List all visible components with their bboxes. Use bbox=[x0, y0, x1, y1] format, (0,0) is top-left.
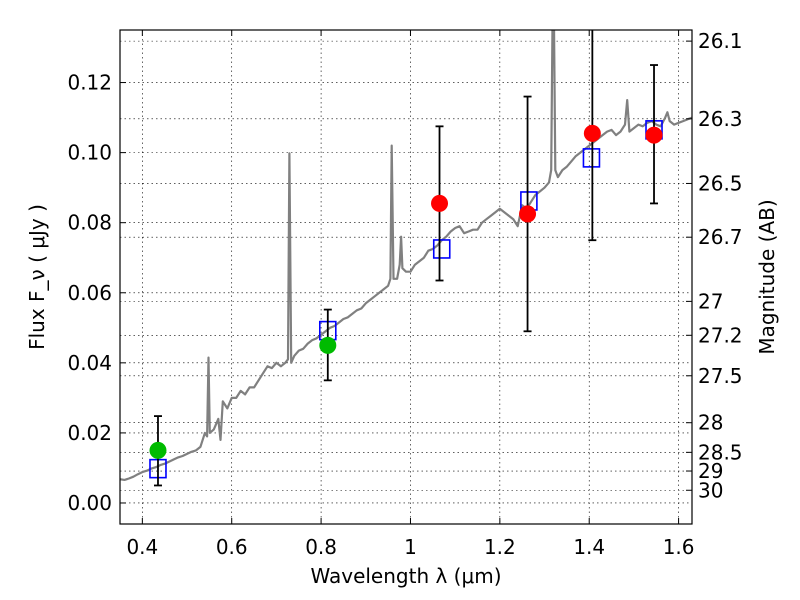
data-point bbox=[431, 194, 449, 212]
x-tick-label: 1.2 bbox=[484, 535, 516, 559]
mag-tick-label: 27.2 bbox=[698, 323, 743, 347]
mag-tick-label: 27.5 bbox=[698, 364, 743, 388]
grid bbox=[120, 30, 692, 524]
x-axis-label: Wavelength λ (μm) bbox=[310, 564, 501, 588]
y-tick-label: 0.00 bbox=[67, 491, 112, 515]
x-tick-label: 0.4 bbox=[126, 535, 158, 559]
mag-tick-label: 27 bbox=[698, 289, 723, 313]
mag-tick-label: 28.5 bbox=[698, 440, 743, 464]
mag-tick-label: 26.3 bbox=[698, 107, 743, 131]
y-tick-label: 0.10 bbox=[67, 141, 112, 165]
mag-tick-label: 26.7 bbox=[698, 225, 743, 249]
y-tick-label: 0.12 bbox=[67, 71, 112, 95]
x-tick-label: 1.6 bbox=[663, 535, 695, 559]
x-tick-label: 0.6 bbox=[216, 535, 248, 559]
data-point bbox=[583, 124, 601, 142]
ticks: 0.4 0.6 0.8 1 1.2 1.4 1.6 0.00 0.02 0.04 0.06 0.08 0… bbox=[67, 29, 742, 559]
model-square-marker bbox=[432, 239, 451, 259]
data-point bbox=[645, 126, 663, 144]
right-axis-label: Magnitude (AB) bbox=[755, 199, 779, 354]
x-tick-label: 1 bbox=[404, 535, 417, 559]
y-tick-label: 0.04 bbox=[67, 351, 112, 375]
mag-tick-label: 30 bbox=[698, 478, 723, 502]
data-point bbox=[149, 441, 167, 459]
x-tick-label: 0.8 bbox=[305, 535, 337, 559]
data-point bbox=[519, 205, 537, 223]
data-point bbox=[319, 336, 337, 354]
mag-tick-label: 29 bbox=[698, 459, 723, 483]
plot-content bbox=[120, 30, 692, 487]
mag-tick-label: 26.5 bbox=[698, 171, 743, 195]
x-tick-label: 1.4 bbox=[573, 535, 605, 559]
y-tick-label: 0.02 bbox=[67, 421, 112, 445]
mag-tick-label: 26.1 bbox=[698, 29, 743, 53]
mag-tick-label: 28 bbox=[698, 411, 723, 435]
plot-frame bbox=[119, 29, 693, 525]
y-tick-label: 0.06 bbox=[67, 281, 112, 305]
y-axis-label: Flux F_ν ( μJy ) bbox=[25, 204, 49, 350]
y-tick-label: 0.08 bbox=[67, 211, 112, 235]
